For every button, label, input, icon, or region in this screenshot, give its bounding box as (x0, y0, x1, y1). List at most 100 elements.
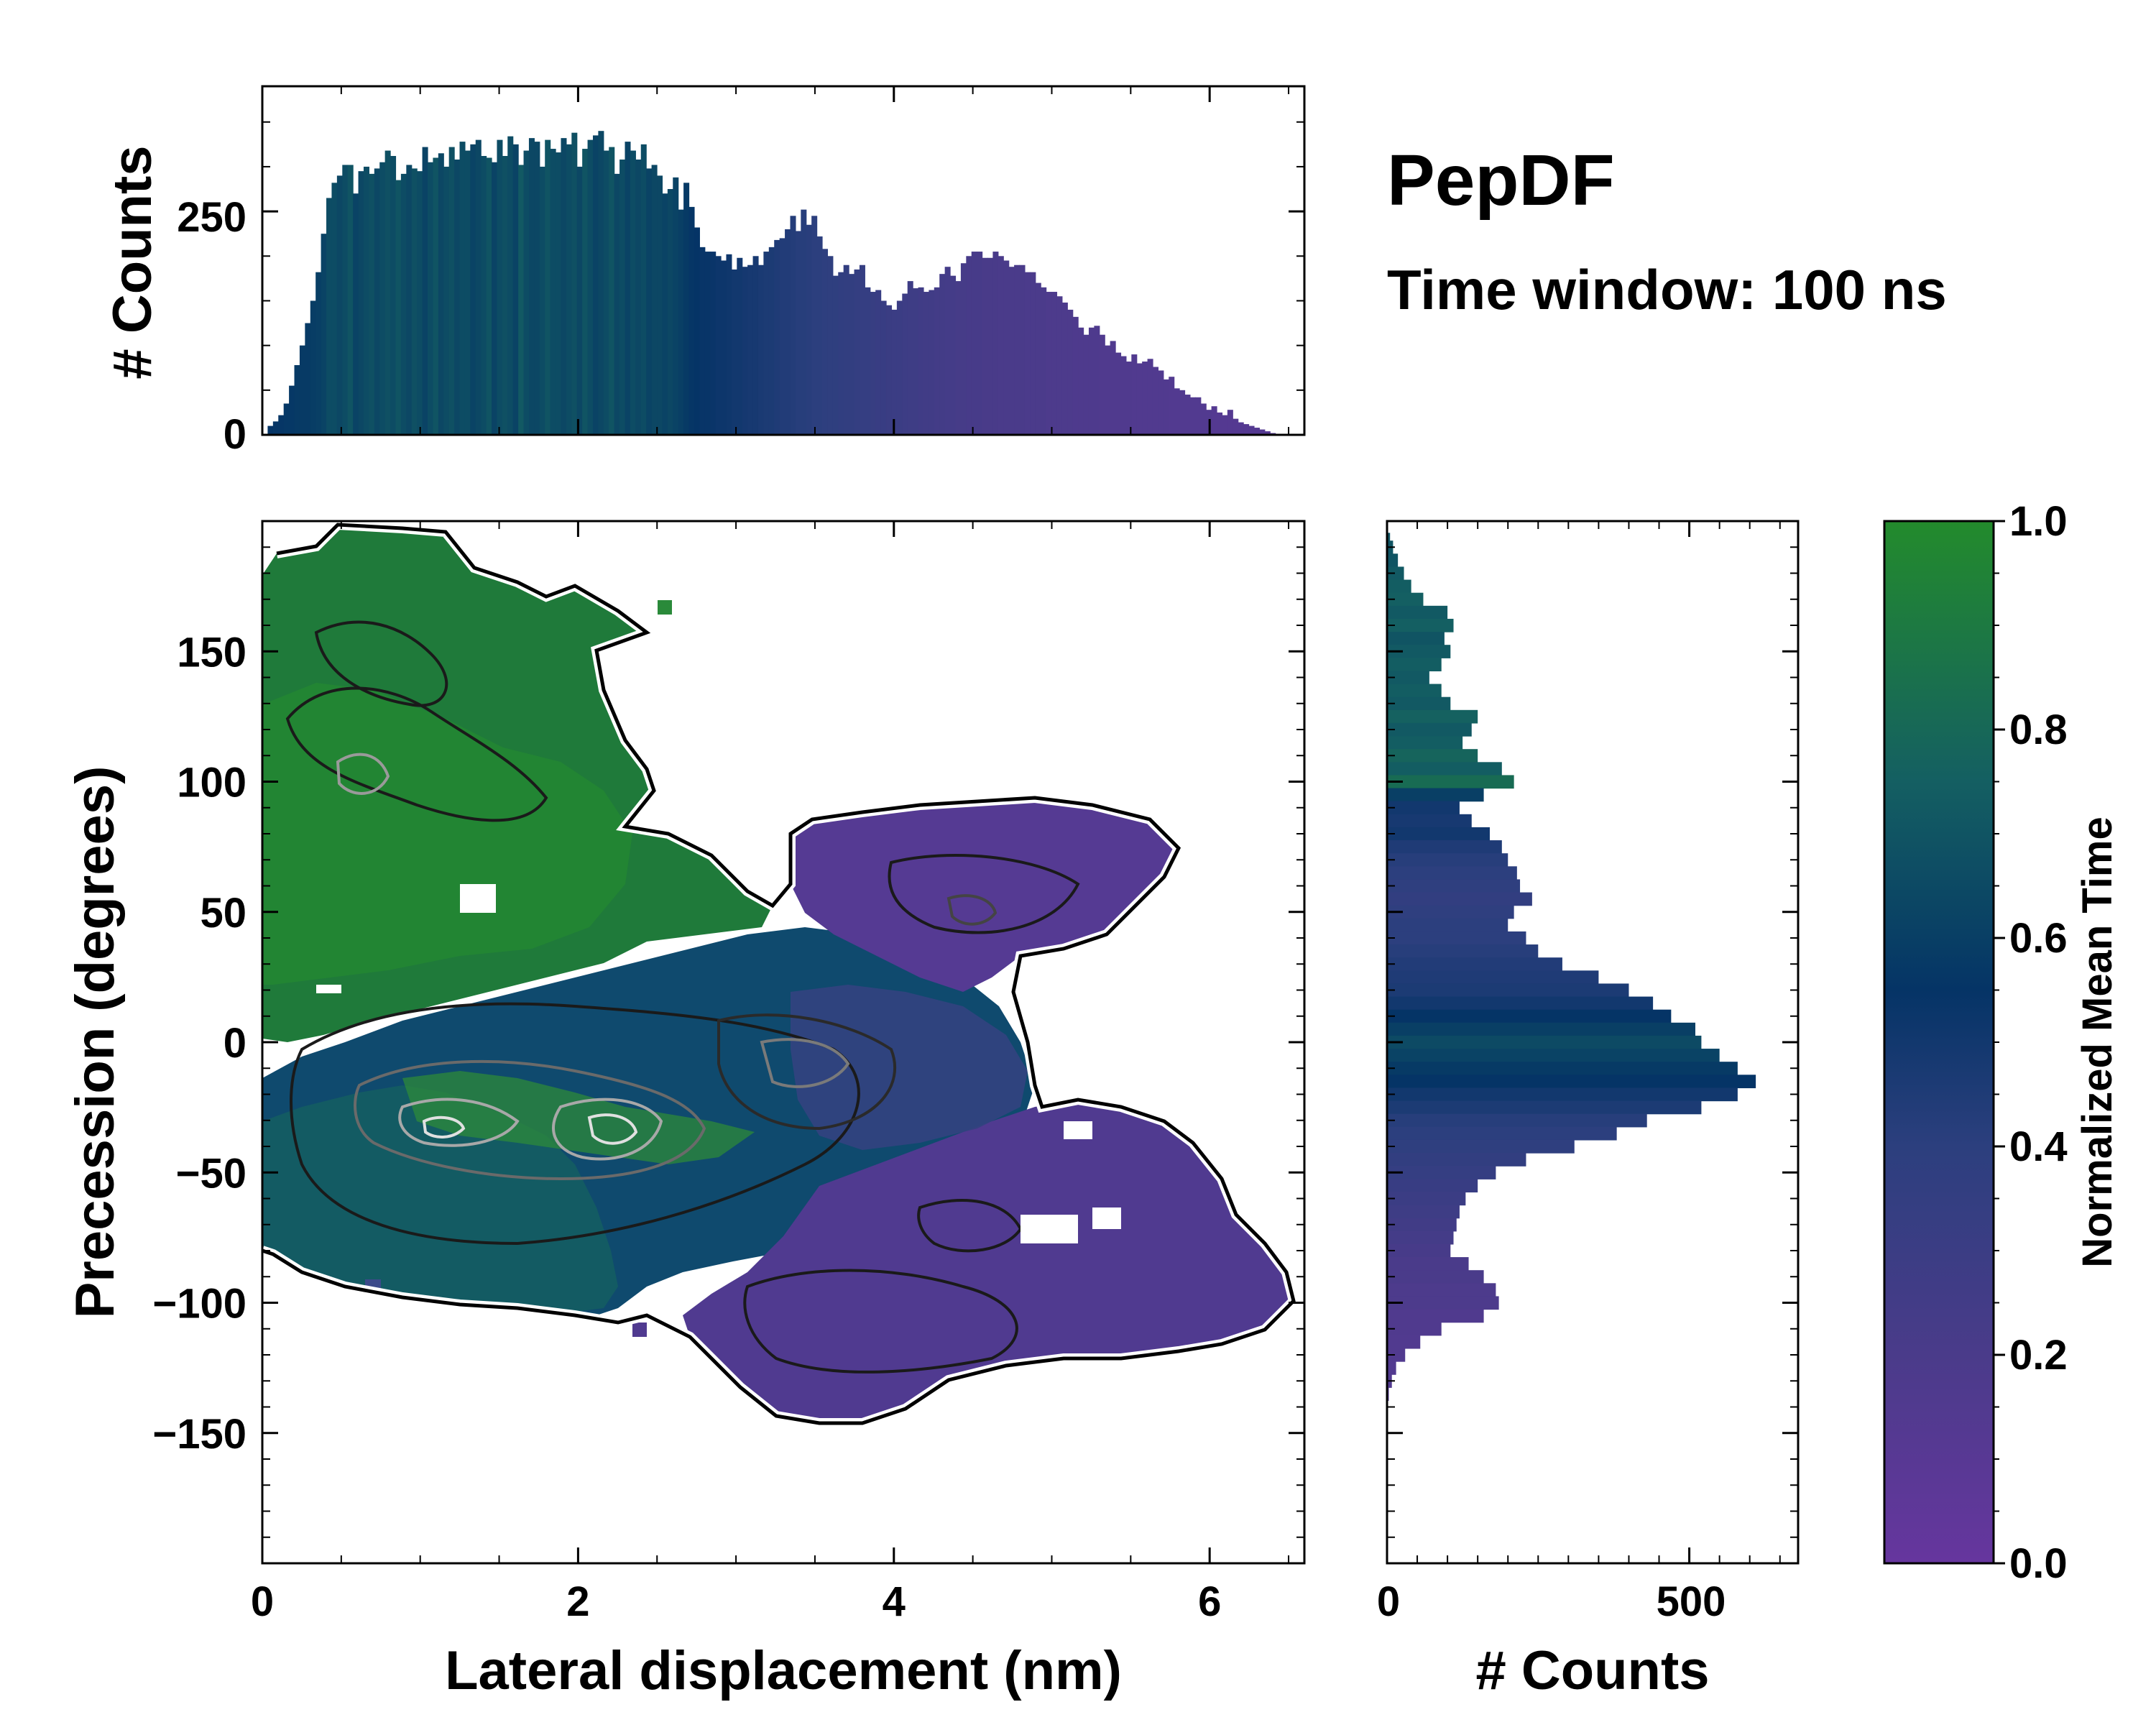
right-hist-bar (1387, 853, 1508, 867)
top-hist-bar (704, 252, 711, 435)
top-hist-bar (1195, 397, 1202, 435)
contour-gray-4 (336, 753, 390, 795)
top-hist-bar (1003, 260, 1010, 435)
right-hist-bar (1387, 1035, 1702, 1049)
right-hist-bar (1387, 1179, 1478, 1193)
top-hist-bar (913, 288, 919, 435)
right-hist-bar (1387, 1113, 1647, 1128)
contour-center-dark (717, 1013, 896, 1131)
top-hist-bar (1179, 390, 1186, 435)
right-hist-bar (1387, 1243, 1451, 1258)
top-hist-bar (710, 252, 717, 435)
right-xtick-500: 500 (1657, 1578, 1726, 1625)
top-hist-bar (283, 403, 290, 435)
right-hist-bar (1387, 1257, 1469, 1271)
right-hist-bar (1387, 879, 1521, 893)
top-hist-bar (646, 168, 653, 435)
colorbar-ticks: 0.0 0.2 0.4 0.6 0.8 1.0 (1994, 498, 2068, 1587)
main-xtick-label: 2 (566, 1578, 589, 1625)
top-hist-bar (998, 256, 1004, 435)
right-hist-bar (1387, 1009, 1672, 1024)
top-hist-bar (1259, 429, 1266, 435)
contour-gray-2 (398, 1098, 520, 1147)
right-histogram-bars (1387, 533, 1756, 1414)
top-hist-bar (790, 216, 796, 435)
main-xtick-label: 6 (1198, 1578, 1221, 1625)
top-hist-bar (742, 267, 748, 435)
top-hist-bar (854, 269, 860, 435)
top-hist-bar (785, 229, 791, 435)
top-hist-bar (1163, 379, 1169, 435)
top-hist-bar (630, 150, 636, 436)
island-2 (632, 1322, 647, 1337)
top-hist-bar (614, 173, 620, 435)
colorbar-tick-label: 0.4 (2009, 1123, 2068, 1170)
top-hist-bar (305, 323, 311, 435)
right-hist-bar (1387, 1075, 1756, 1089)
right-hist-bar (1387, 931, 1526, 945)
top-hist-bar (326, 198, 333, 435)
top-hist-bar (566, 144, 572, 435)
top-hist-bar (1041, 287, 1047, 435)
top-hist-bar (272, 421, 279, 435)
top-hist-bar (497, 139, 503, 435)
right-hist-bar (1387, 671, 1429, 685)
top-hist-bar (870, 292, 876, 435)
top-hist-bar (582, 149, 589, 436)
top-hist-bar (1253, 428, 1260, 435)
y-axis-label: Precession (degrees) (65, 766, 126, 1319)
right-hist-bar (1387, 1309, 1484, 1323)
top-hist-bar (294, 365, 300, 435)
top-hist-bar (907, 281, 913, 435)
top-hist-bar (838, 272, 844, 435)
top-hist-bar (1056, 296, 1063, 435)
top-hist-bar (977, 252, 983, 435)
top-hist-bar (683, 183, 690, 435)
top-hist-bar (379, 162, 386, 435)
right-hist-bar (1387, 1205, 1460, 1219)
top-hist-bar (635, 159, 642, 435)
top-hist-bar (512, 144, 519, 435)
top-histogram-frame (261, 85, 1306, 436)
right-hist-bar (1387, 1218, 1457, 1232)
top-hist-bar (757, 264, 764, 435)
top-hist-bar (427, 162, 434, 435)
right-hist-bar (1387, 749, 1478, 763)
top-hist-bar (896, 300, 903, 435)
top-hist-bar (1200, 403, 1207, 435)
top-hist-bar (1227, 410, 1233, 435)
main-ytick-label: −100 (152, 1281, 247, 1328)
top-hist-bar (688, 206, 695, 435)
right-hist-bar (1387, 996, 1654, 1011)
colorbar-tick-label: 0.6 (2009, 915, 2068, 962)
right-hist-bar (1387, 605, 1448, 620)
top-hist-bar (1248, 426, 1255, 435)
contour-purple-4 (917, 1199, 1023, 1253)
top-ytick-0: 0 (224, 411, 247, 458)
top-hist-bar (816, 236, 823, 435)
top-hist-bar (827, 256, 834, 435)
top-hist-bar (640, 144, 647, 435)
right-hist-bar (1387, 840, 1502, 854)
top-hist-bar (336, 175, 343, 436)
top-hist-bar (1088, 327, 1095, 435)
top-hist-bar (492, 162, 498, 435)
right-hist-bar (1387, 957, 1562, 971)
top-hist-bar (459, 142, 466, 435)
top-histogram-ylabel: # Counts (102, 145, 163, 379)
right-hist-bar (1387, 788, 1484, 802)
right-hist-bar (1387, 1192, 1466, 1206)
top-hist-bar (737, 257, 743, 435)
top-hist-bar (811, 216, 818, 435)
top-hist-bar (592, 135, 599, 435)
contour-gray-3 (552, 1098, 663, 1161)
right-hist-bar (1387, 762, 1502, 776)
region-purple-mid (791, 985, 1028, 1150)
top-hist-bar (902, 293, 908, 435)
right-hist-bar (1387, 892, 1532, 906)
top-hist-bar (1061, 302, 1068, 435)
top-hist-bar (1067, 309, 1074, 435)
top-hist-bar (422, 147, 428, 435)
right-histogram-xlabel: # Counts (1475, 1640, 1709, 1701)
top-hist-bar (1243, 424, 1250, 435)
